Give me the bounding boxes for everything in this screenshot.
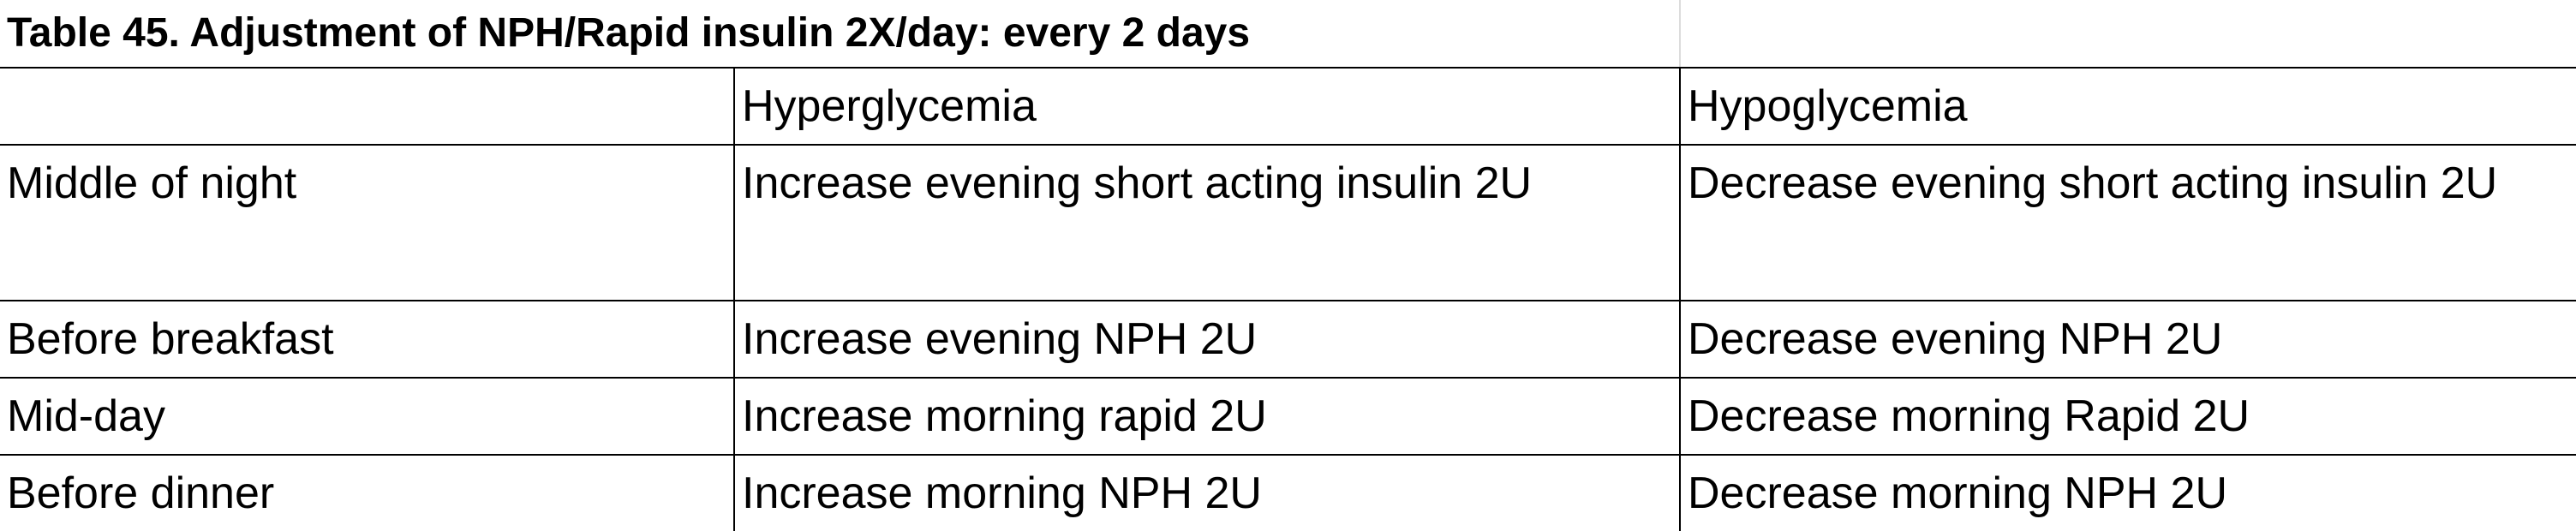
table-row: Middle of night Increase evening short a…	[0, 144, 2576, 301]
column-gridline	[1679, 0, 1681, 67]
table-title: Table 45. Adjustment of NPH/Rapid insuli…	[7, 10, 1251, 56]
row-label-cell[interactable]: Before breakfast	[0, 300, 734, 378]
hyperglycemia-cell[interactable]: Increase evening short acting insulin 2U	[733, 144, 1680, 301]
row-label-cell[interactable]: Mid-day	[0, 377, 734, 455]
row-label-cell[interactable]: Middle of night	[0, 144, 734, 301]
header-cell-empty[interactable]	[0, 67, 734, 145]
hypoglycemia-cell[interactable]: Decrease morning NPH 2U	[1679, 454, 2576, 531]
hyperglycemia-cell[interactable]: Increase morning NPH 2U	[733, 454, 1680, 531]
header-cell-hypoglycemia[interactable]: Hypoglycemia	[1679, 67, 2576, 145]
table-row: Before breakfast Increase evening NPH 2U…	[0, 300, 2576, 378]
row-label-cell[interactable]: Before dinner	[0, 454, 734, 531]
hypoglycemia-cell[interactable]: Decrease morning Rapid 2U	[1679, 377, 2576, 455]
hypoglycemia-cell[interactable]: Decrease evening short acting insulin 2U	[1679, 144, 2576, 301]
table-row: Before dinner Increase morning NPH 2U De…	[0, 454, 2576, 531]
header-cell-hyperglycemia[interactable]: Hyperglycemia	[733, 67, 1680, 145]
adjustment-table: Hyperglycemia Hypoglycemia Middle of nig…	[0, 67, 2576, 531]
hyperglycemia-cell[interactable]: Increase morning rapid 2U	[733, 377, 1680, 455]
hyperglycemia-cell[interactable]: Increase evening NPH 2U	[733, 300, 1680, 378]
hypoglycemia-cell[interactable]: Decrease evening NPH 2U	[1679, 300, 2576, 378]
table-header-row: Hyperglycemia Hypoglycemia	[0, 67, 2576, 145]
table-row: Mid-day Increase morning rapid 2U Decrea…	[0, 377, 2576, 455]
